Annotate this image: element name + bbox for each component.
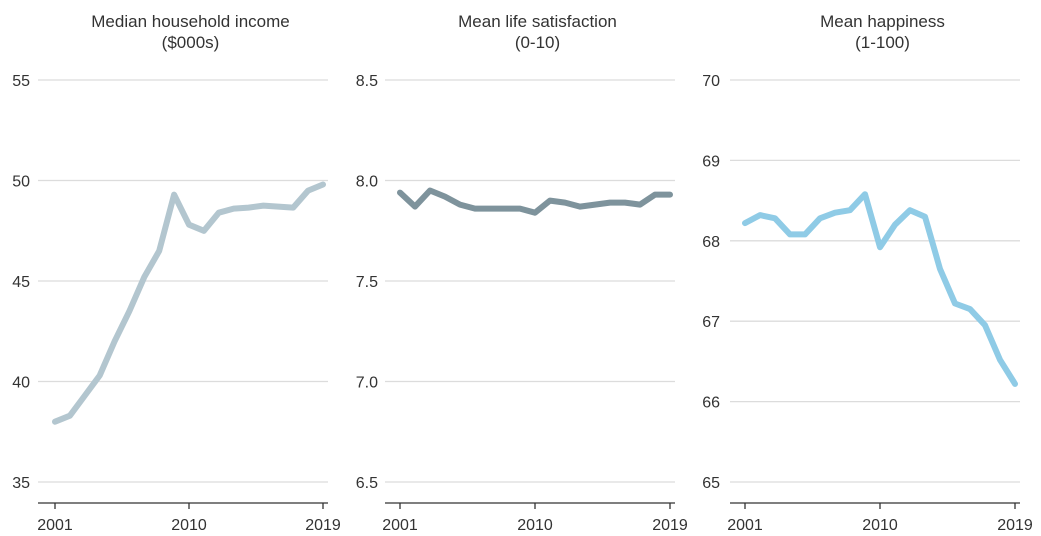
chart-2-y-tick-label: 6.5 [356,475,378,492]
chart-2-x-tick-label: 2019 [652,517,688,534]
chart-2-y-tick-label: 7.5 [356,274,378,291]
chart-3-y-tick-label: 68 [702,234,720,251]
chart-1-title-line-1: Median household income [91,12,289,31]
chart-2-y-tick-label: 8.0 [356,174,378,191]
chart-1-y-tick-label: 55 [12,73,30,90]
chart-3-y-tick-label: 66 [702,395,720,412]
chart-3-x-tick-label: 2019 [997,517,1033,534]
chart-2-y-tick-label: 8.5 [356,73,378,90]
chart-2-title-line-2: (0-10) [515,33,560,52]
chart-1-y-tick-label: 40 [12,375,30,392]
chart-1-title-line-2: ($000s) [162,33,220,52]
chart-panel-2: Mean life satisfaction (0-10) 6.5 7.0 7.5 8.0… [356,12,688,534]
chart-1-y-tick-label: 45 [12,274,30,291]
chart-1-x-tick-label: 2019 [305,517,341,534]
chart-2-y-tick-label: 7.0 [356,375,378,392]
chart-2-x-tick-label: 2001 [382,517,418,534]
chart-3-x-tick-label: 2001 [727,517,763,534]
chart-panel-1: Median household income ($000s) 35 40 45 50 55… [12,12,341,534]
chart-2-x-tick-label: 2010 [517,517,553,534]
chart-2-series-line [397,187,673,216]
chart-1-series-line [52,181,326,425]
chart-3-y-tick-label: 69 [702,153,720,170]
chart-1-y-tick-label: 35 [12,475,30,492]
chart-2-title-line-1: Mean life satisfaction [458,12,617,31]
chart-3-title-line-1: Mean happiness [820,12,945,31]
chart-3-x-tick-label: 2010 [862,517,898,534]
chart-3-title-line-2: (1-100) [855,33,910,52]
chart-1-x-tick-label: 2001 [37,517,73,534]
chart-3-y-tick-label: 70 [702,73,720,90]
chart-1-y-tick-label: 50 [12,174,30,191]
chart-1-x-tick-label: 2010 [171,517,207,534]
chart-3-y-tick-label: 67 [702,314,720,331]
chart-panel-3: Mean happiness (1-100) 65 66 67 68 69 70 2001 201… [702,12,1033,534]
chart-3-series-line [742,191,1018,387]
chart-3-y-tick-label: 65 [702,475,720,492]
